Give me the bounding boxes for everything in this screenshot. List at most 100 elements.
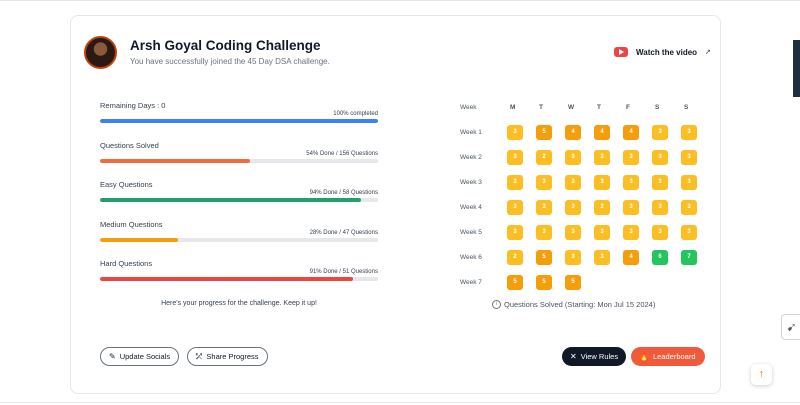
share-icon: ⤱ xyxy=(196,351,203,361)
day-cell[interactable]: 3 xyxy=(565,250,581,265)
day-cell[interactable]: 3 xyxy=(565,200,581,215)
week-label: Week 2 xyxy=(460,154,482,161)
progress-fill xyxy=(100,277,353,281)
day-cell[interactable]: 3 xyxy=(623,200,639,215)
day-cell[interactable]: 5 xyxy=(507,275,523,290)
day-cell[interactable]: 3 xyxy=(652,150,668,165)
day-cell[interactable]: 3 xyxy=(507,225,523,240)
week-label: Week 4 xyxy=(460,204,482,211)
grid-note: i Questions Solved (Starting: Mon Jul 15… xyxy=(492,300,655,309)
week-label: Week 1 xyxy=(460,129,482,136)
bottom-divider xyxy=(0,402,800,403)
day-cell[interactable]: 3 xyxy=(594,150,610,165)
watch-video-link[interactable]: Watch the video ↗ xyxy=(614,47,711,57)
day-cell[interactable]: 3 xyxy=(652,125,668,140)
week-label: Week 6 xyxy=(460,254,482,261)
day-cell[interactable]: 3 xyxy=(594,225,610,240)
day-cell[interactable]: 3 xyxy=(507,125,523,140)
day-header: F xyxy=(626,104,630,111)
rules-icon: ✕ xyxy=(570,352,577,361)
day-cell[interactable]: 3 xyxy=(507,150,523,165)
side-panel-edge xyxy=(793,40,800,97)
day-cell[interactable]: 5 xyxy=(536,250,552,265)
progress-fill xyxy=(100,158,251,163)
stat-label: Questions Solved xyxy=(100,140,159,150)
week-label: Week 3 xyxy=(460,179,482,186)
fire-icon: 🔥 xyxy=(639,352,649,361)
day-cell[interactable]: 3 xyxy=(681,175,697,190)
day-cell[interactable]: 3 xyxy=(652,175,668,190)
page-title: Arsh Goyal Coding Challenge xyxy=(130,38,321,53)
day-cell[interactable]: 2 xyxy=(536,150,552,165)
day-cell[interactable]: 3 xyxy=(681,200,697,215)
stat-detail: 91% Done / 51 Questions xyxy=(309,269,378,275)
view-rules-button[interactable]: ✕ View Rules xyxy=(562,347,627,366)
leaderboard-label: Leaderboard xyxy=(652,352,696,361)
day-cell[interactable]: 4 xyxy=(565,125,581,140)
external-link-icon: ↗ xyxy=(705,49,711,56)
edit-icon: ✎ xyxy=(109,352,116,361)
day-cell[interactable]: 3 xyxy=(536,225,552,240)
leaderboard-button[interactable]: 🔥 Leaderboard xyxy=(631,347,705,366)
day-header: T xyxy=(539,104,543,111)
progress-track xyxy=(100,277,378,281)
scroll-to-top-icon[interactable]: ↑ xyxy=(751,364,772,385)
day-cell[interactable]: 5 xyxy=(536,125,552,140)
day-cell[interactable]: 3 xyxy=(594,175,610,190)
day-header: T xyxy=(597,104,601,111)
day-cell[interactable]: 3 xyxy=(507,175,523,190)
day-cell[interactable]: 3 xyxy=(652,225,668,240)
update-socials-button[interactable]: ✎ Update Socials xyxy=(100,347,180,366)
day-cell[interactable]: 3 xyxy=(623,175,639,190)
progress-track xyxy=(100,198,378,202)
day-cell[interactable]: 3 xyxy=(565,150,581,165)
challenge-card: Arsh Goyal Coding Challenge You have suc… xyxy=(70,15,721,394)
day-header: S xyxy=(684,104,689,111)
day-cell[interactable]: 2 xyxy=(594,200,610,215)
day-cell[interactable]: 5 xyxy=(565,275,581,290)
stat-detail: 54% Done / 156 Questions xyxy=(306,150,378,157)
avatar xyxy=(84,36,117,69)
day-cell[interactable]: 4 xyxy=(623,125,639,140)
progress-note: Here's your progress for the challenge. … xyxy=(161,300,317,307)
stat-label: Remaining Days : 0 xyxy=(100,101,166,110)
day-cell[interactable]: 3 xyxy=(652,200,668,215)
progress-fill xyxy=(100,119,378,123)
stat-detail: 28% Done / 47 Questions xyxy=(309,229,378,236)
day-cell[interactable]: 3 xyxy=(507,200,523,215)
day-cell[interactable]: 7 xyxy=(681,250,697,265)
watch-video-label: Watch the video xyxy=(636,47,698,57)
week-label: Week 7 xyxy=(460,279,482,286)
day-cell[interactable]: 3 xyxy=(623,225,639,240)
day-cell[interactable]: 3 xyxy=(623,150,639,165)
day-cell[interactable]: 3 xyxy=(536,200,552,215)
stat-label: Easy Questions xyxy=(100,180,153,189)
feedback-handle-icon[interactable]: ➹ xyxy=(781,314,800,340)
day-cell[interactable]: 2 xyxy=(507,250,523,265)
week-header: Week xyxy=(460,104,477,111)
progress-fill xyxy=(100,198,362,202)
share-progress-label: Share Progress xyxy=(206,352,259,361)
day-cell[interactable]: 5 xyxy=(536,275,552,290)
day-cell[interactable]: 3 xyxy=(536,175,552,190)
day-header: S xyxy=(655,104,660,111)
day-cell[interactable]: 3 xyxy=(681,225,697,240)
day-cell[interactable]: 4 xyxy=(623,250,639,265)
progress-fill xyxy=(100,237,178,242)
day-cell[interactable]: 6 xyxy=(652,250,668,265)
day-cell[interactable]: 3 xyxy=(565,225,581,240)
share-progress-button[interactable]: ⤱ Share Progress xyxy=(187,347,268,366)
day-header: W xyxy=(568,104,575,111)
progress-track xyxy=(100,237,378,242)
day-header: M xyxy=(510,104,516,111)
view-rules-label: View Rules xyxy=(580,352,619,361)
day-cell[interactable]: 3 xyxy=(594,250,610,265)
day-cell[interactable]: 4 xyxy=(594,125,610,140)
day-cell[interactable]: 3 xyxy=(681,125,697,140)
stat-detail: 100% completed xyxy=(333,111,378,117)
update-socials-label: Update Socials xyxy=(119,352,171,361)
stat-detail: 94% Done / 58 Questions xyxy=(309,190,378,196)
day-cell[interactable]: 3 xyxy=(681,150,697,165)
info-icon: i xyxy=(492,300,501,309)
day-cell[interactable]: 3 xyxy=(565,175,581,190)
